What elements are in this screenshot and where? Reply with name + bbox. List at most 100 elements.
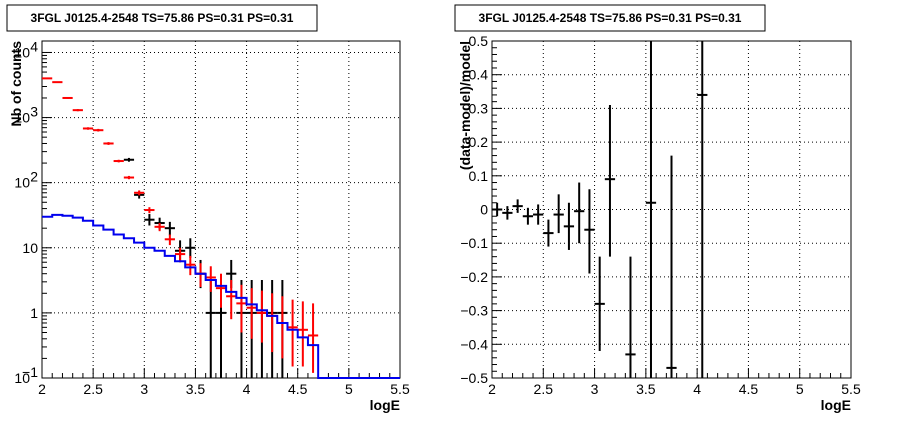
data-point <box>195 263 206 287</box>
data-point <box>164 234 175 246</box>
left-series <box>42 77 400 379</box>
data-point <box>103 142 114 145</box>
x-tick-label: 5.5 <box>841 381 861 397</box>
y-tick-exponent: 2 <box>30 169 38 185</box>
data-point <box>134 190 145 196</box>
y-tick-label: −0.3 <box>460 303 488 319</box>
data-point <box>666 155 677 378</box>
x-tick-label: 4.5 <box>288 381 308 397</box>
y-tick-label: −0.1 <box>460 235 488 251</box>
model-step-line <box>42 213 400 379</box>
data-point <box>174 247 186 263</box>
data-point <box>492 202 503 217</box>
left-title-box: 3FGL J0125.4-2548 TS=75.86 PS=0.31 PS=0.… <box>6 4 318 32</box>
data-point <box>512 199 523 213</box>
data-point <box>72 109 83 112</box>
y-tick-label: 1 <box>30 305 38 321</box>
data-point <box>645 41 657 378</box>
data-point <box>82 127 94 130</box>
x-tick-label: 4 <box>693 381 701 397</box>
left-y-axis-label: Nb of counts <box>8 41 24 127</box>
left-x-axis: 2 2.5 3 3.5 4 4.5 5 5.5 <box>38 368 410 397</box>
data-point <box>287 299 298 367</box>
data-point <box>297 301 308 367</box>
y-tick-label: 10 <box>22 240 38 256</box>
right-x-axis-label: logE <box>821 397 851 413</box>
y-tick-label: 10 <box>14 370 30 386</box>
y-tick-label: 0 <box>480 202 488 218</box>
y-tick-label: 0.2 <box>469 134 489 150</box>
data-point <box>553 194 564 234</box>
data-point <box>113 159 124 163</box>
y-tick-exponent: 3 <box>30 104 38 120</box>
y-tick-label: −0.4 <box>460 336 488 352</box>
left-chart-title: 3FGL J0125.4-2548 TS=75.86 PS=0.31 PS=0.… <box>31 11 294 25</box>
y-tick-label: 0.3 <box>469 100 489 116</box>
right-chart: 3FGL J0125.4-2548 TS=75.86 PS=0.31 PS=0.… <box>454 4 861 413</box>
y-tick-label: 10 <box>14 175 30 191</box>
data-point <box>164 221 175 236</box>
data-point <box>563 202 575 250</box>
data-point <box>123 175 135 180</box>
data-point <box>205 280 216 378</box>
right-title-box: 3FGL J0125.4-2548 TS=75.86 PS=0.31 PS=0.… <box>454 4 766 32</box>
x-tick-label: 2 <box>38 381 46 397</box>
data-point <box>93 128 104 132</box>
data-point <box>277 296 288 359</box>
data-point <box>584 189 595 274</box>
x-tick-label: 2 <box>488 381 496 397</box>
right-grid <box>492 41 851 378</box>
data-point <box>594 256 605 352</box>
y-tick-label: 0.4 <box>469 67 489 83</box>
x-tick-label: 4.5 <box>739 381 759 397</box>
x-tick-label: 5 <box>796 381 804 397</box>
data-point <box>185 238 196 258</box>
x-tick-label: 3 <box>140 381 148 397</box>
y-tick-exponent: −1 <box>22 364 38 380</box>
data-point <box>185 255 196 276</box>
data-point <box>267 293 278 353</box>
x-tick-label: 5 <box>345 381 353 397</box>
data-point <box>123 157 135 162</box>
data-point <box>236 284 247 333</box>
x-tick-label: 3.5 <box>636 381 656 397</box>
data-point <box>144 214 155 226</box>
right-y-axis-label: (data-model)/model <box>457 41 473 170</box>
data-point <box>52 81 63 84</box>
data-point <box>574 182 585 244</box>
right-y-axis: −0.5 −0.4 −0.3 −0.2 −0.1 0 0.1 0.2 0.3 0.4 0.5 <box>460 33 502 386</box>
left-grid <box>42 41 400 378</box>
data-point <box>543 219 554 247</box>
data-point <box>604 105 616 257</box>
left-chart: 3FGL J0125.4-2548 TS=75.86 PS=0.31 PS=0.… <box>6 4 410 413</box>
x-tick-label: 2.5 <box>83 381 103 397</box>
y-tick-label: 0.5 <box>469 33 489 49</box>
y-tick-label: 10 <box>14 110 30 126</box>
x-tick-label: 2.5 <box>534 381 554 397</box>
right-series <box>492 41 708 378</box>
data-point <box>522 207 534 225</box>
y-tick-label: 0.1 <box>469 168 489 184</box>
data-point <box>697 41 708 378</box>
y-tick-label: 10 <box>14 44 30 60</box>
data-point <box>502 206 513 220</box>
data-point <box>625 256 636 378</box>
x-tick-label: 3 <box>591 381 599 397</box>
data-point <box>246 288 257 339</box>
left-x-axis-label: logE <box>370 397 400 413</box>
right-chart-title: 3FGL J0125.4-2548 TS=75.86 PS=0.31 PS=0.… <box>479 11 742 25</box>
data-point <box>62 96 73 99</box>
y-tick-label: −0.5 <box>460 370 488 386</box>
x-tick-label: 4 <box>243 381 251 397</box>
right-x-axis: 2 2.5 3 3.5 4 4.5 5 5.5 <box>488 368 861 397</box>
data-point <box>154 223 165 232</box>
y-tick-label: −0.2 <box>460 269 488 285</box>
data-point <box>256 290 268 343</box>
x-tick-label: 3.5 <box>186 381 206 397</box>
data-point <box>215 273 227 308</box>
data-point <box>226 280 237 320</box>
y-tick-exponent: 4 <box>30 38 38 54</box>
x-tick-label: 5.5 <box>390 381 410 397</box>
